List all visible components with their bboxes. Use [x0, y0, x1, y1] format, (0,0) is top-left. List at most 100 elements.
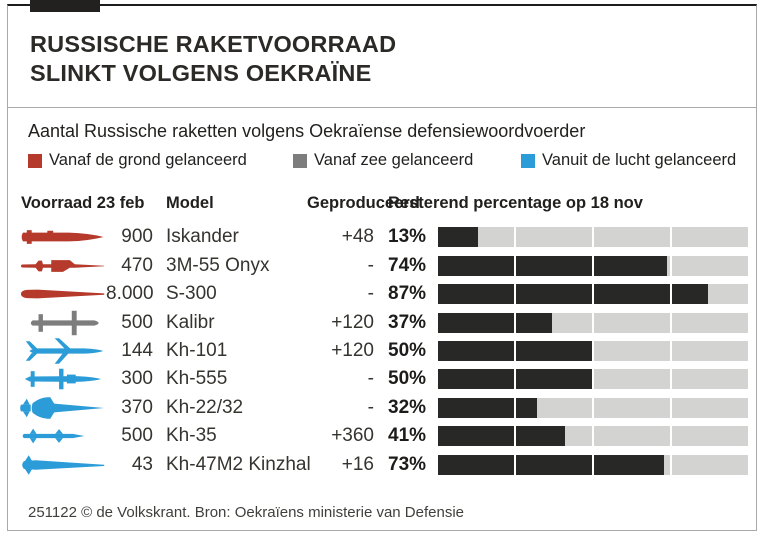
- model-name: Kalibr: [166, 311, 215, 333]
- iskander-missile-icon: [21, 230, 104, 245]
- masthead-tab: [30, 0, 100, 12]
- bar-segment: [594, 426, 670, 447]
- bar-fill: [516, 340, 592, 361]
- remaining-bar: [438, 255, 748, 276]
- remaining-bar: [438, 340, 748, 361]
- source-credit: 251122 © de Volkskrant. Bron: Oekraïens …: [28, 503, 465, 521]
- kalibr-missile-icon-cell: [8, 310, 106, 336]
- produced-value: -: [367, 283, 374, 305]
- bar-fill: [516, 454, 592, 475]
- bar-fill: [438, 312, 514, 333]
- produced-value: +120: [331, 311, 374, 333]
- produced-value: +360: [331, 425, 374, 447]
- stock-value: 470: [121, 254, 153, 276]
- bar-segment: [438, 426, 514, 447]
- legend-item-ground: Vanaf de grond gelanceerd: [28, 152, 293, 169]
- bar-segment: [672, 312, 748, 333]
- remaining-percentage: 74%: [388, 254, 427, 276]
- bar-segment: [594, 284, 670, 305]
- kh101-missile-icon-cell: [8, 338, 106, 364]
- bar-segment: [516, 397, 592, 418]
- s300-missile-icon: [20, 289, 105, 299]
- bar-segment: [594, 454, 670, 475]
- bar-segment: [672, 397, 748, 418]
- model-name: Iskander: [166, 226, 239, 248]
- stock-value: 43: [131, 453, 153, 475]
- bar-fill: [516, 397, 538, 418]
- kalibr-missile-icon: [30, 310, 99, 335]
- model-name: Kh-101: [166, 339, 228, 361]
- model-name: 3M-55 Onyx: [166, 254, 270, 276]
- title-line-2: SLINKT VOLGENS OEKRAÏNE: [30, 60, 372, 86]
- kinzhal-missile-icon: [22, 454, 105, 475]
- column-header-stock: Voorraad 23 feb: [21, 194, 145, 212]
- bar-segment: [594, 397, 670, 418]
- column-header-remaining: Resterend percentage op 18 nov: [388, 194, 643, 212]
- bar-segment: [672, 369, 748, 390]
- bar-fill: [594, 284, 670, 305]
- legend-label: Vanuit de lucht gelanceerd: [542, 151, 737, 169]
- bar-segment: [438, 284, 514, 305]
- bar-fill: [516, 369, 592, 390]
- table-row: 144 Kh-101 +120 50%: [8, 337, 756, 365]
- remaining-percentage: 50%: [388, 339, 427, 361]
- produced-value: -: [367, 254, 374, 276]
- stock-value: 500: [121, 425, 153, 447]
- bar-segment: [594, 312, 670, 333]
- remaining-percentage: 37%: [388, 311, 427, 333]
- table-header: Voorraad 23 feb Model Geproduceerd Reste…: [8, 193, 756, 213]
- bar-segment: [672, 454, 748, 475]
- table-row: 370 Kh-22/32 -32%: [8, 394, 756, 422]
- bar-fill: [438, 426, 514, 447]
- stock-value: 900: [121, 226, 153, 248]
- rows: 900 Iskander +48 13% 470 3M-55 Onyx -74% 8.000 S…: [8, 223, 756, 479]
- chart-subtitle: Aantal Russische raketten volgens Oekraï…: [28, 121, 586, 141]
- produced-value: +48: [341, 226, 374, 248]
- kh555-missile-icon-cell: [8, 366, 106, 392]
- s300-missile-icon-cell: [8, 281, 106, 307]
- kh35-missile-icon: [22, 428, 85, 444]
- bar-segment: [438, 454, 514, 475]
- remaining-bar: [438, 312, 748, 333]
- legend-item-air: Vanuit de lucht gelanceerd: [521, 152, 736, 169]
- bar-segment: [438, 397, 514, 418]
- bar-fill: [594, 454, 664, 475]
- air-launch-swatch-icon: [521, 153, 535, 168]
- title-line-1: RUSSISCHE RAKETVOORRAAD: [30, 31, 397, 57]
- bar-fill: [516, 284, 592, 305]
- kh555-missile-icon: [24, 369, 102, 390]
- remaining-percentage: 87%: [388, 283, 427, 305]
- bar-fill: [438, 284, 514, 305]
- remaining-percentage: 50%: [388, 368, 427, 390]
- bar-fill: [438, 397, 514, 418]
- table-row: 900 Iskander +48 13%: [8, 223, 756, 251]
- bar-segment: [516, 426, 592, 447]
- remaining-bar: [438, 426, 748, 447]
- remaining-percentage: 13%: [388, 226, 427, 248]
- bar-segment: [438, 369, 514, 390]
- table-row: 300 Kh-555 -50%: [8, 365, 756, 393]
- bar-segment: [594, 227, 670, 248]
- produced-value: +120: [331, 339, 374, 361]
- kh35-missile-icon-cell: [8, 423, 106, 449]
- model-name: Kh-22/32: [166, 396, 244, 418]
- bar-fill: [438, 369, 514, 390]
- legend-label: Vanaf de grond gelanceerd: [49, 151, 247, 169]
- stock-value: 370: [121, 396, 153, 418]
- remaining-percentage: 41%: [388, 425, 427, 447]
- bar-segment: [672, 227, 748, 248]
- model-name: Kh-35: [166, 425, 217, 447]
- produced-value: +16: [341, 453, 374, 475]
- kinzhal-missile-icon-cell: [8, 452, 106, 478]
- column-header-produced: Geproduceerd: [307, 194, 420, 212]
- remaining-bar: [438, 454, 748, 475]
- ground-launch-swatch-icon: [28, 153, 42, 168]
- table-row: 43 Kh-47M2 Kinzhal +16 73%: [8, 451, 756, 479]
- stock-value: 500: [121, 311, 153, 333]
- remaining-percentage: 32%: [388, 396, 427, 418]
- stock-value: 300: [121, 368, 153, 390]
- model-name: S-300: [166, 283, 217, 305]
- bar-segment: [516, 369, 592, 390]
- stock-value: 144: [121, 339, 153, 361]
- produced-value: -: [367, 368, 374, 390]
